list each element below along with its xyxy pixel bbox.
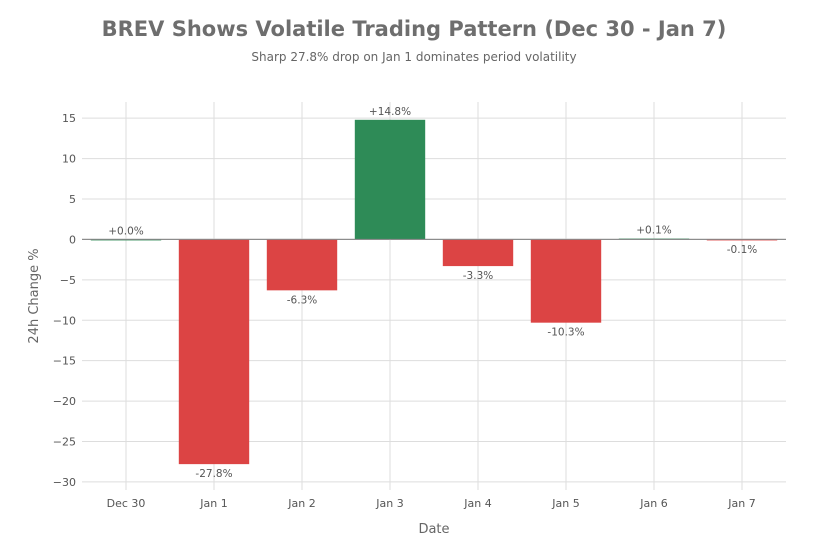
bar-jan-4	[442, 239, 514, 267]
chart-subtitle: Sharp 27.8% drop on Jan 1 dominates peri…	[251, 50, 576, 64]
x-tick-label: Jan 7	[727, 497, 755, 510]
x-tick-label: Jan 1	[199, 497, 227, 510]
y-tick-label: −25	[53, 436, 76, 449]
bar-value-label: -3.3%	[463, 270, 493, 282]
data-labels: +0.0% -27.8% -6.3% +14.8% -3.3% -10.3% +0.1% -0…	[82, 106, 786, 480]
bar-jan-5	[530, 239, 602, 323]
y-tick-label: −20	[53, 395, 76, 408]
x-tick-label: Jan 4	[463, 497, 491, 510]
bars	[90, 119, 778, 465]
x-axis-label: Date	[418, 522, 449, 537]
y-tick-label: −15	[53, 355, 76, 368]
y-tick-label: 10	[62, 153, 76, 166]
bar-jan-2	[266, 239, 338, 291]
bar-value-label: -6.3%	[287, 294, 317, 306]
chart-title: BREV Shows Volatile Trading Pattern (Dec…	[102, 17, 727, 41]
x-tick-label: Jan 2	[287, 497, 315, 510]
y-tick-label: 15	[62, 112, 76, 125]
bar-value-label: -27.8%	[195, 468, 232, 480]
bar-jan-1	[178, 239, 250, 465]
x-tick-label: Jan 3	[375, 497, 403, 510]
bar-value-label: +0.1%	[636, 225, 671, 237]
y-tick-label: −30	[53, 476, 76, 489]
bar-jan-3	[354, 119, 426, 240]
y-tick-label: 5	[69, 193, 76, 206]
bar-value-label: +0.0%	[108, 225, 143, 237]
x-tick-label: Dec 30	[107, 497, 146, 510]
x-axis-ticks: Dec 30 Jan 1 Jan 2 Jan 3 Jan 4 Jan 5 Jan 6 Jan …	[107, 497, 756, 510]
y-axis-ticks: 15 10 5 0 −5 −10 −15 −20 −25 −30	[53, 112, 76, 489]
y-tick-label: 0	[69, 233, 76, 246]
bar-value-label: -10.3%	[547, 327, 584, 339]
y-tick-label: −10	[53, 314, 76, 327]
y-axis-label: 24h Change %	[27, 248, 42, 343]
bar-value-label: +14.8%	[369, 106, 411, 118]
x-tick-label: Jan 6	[639, 497, 667, 510]
bar-value-label: -0.1%	[727, 244, 757, 256]
x-tick-label: Jan 5	[551, 497, 579, 510]
y-tick-label: −5	[60, 274, 76, 287]
